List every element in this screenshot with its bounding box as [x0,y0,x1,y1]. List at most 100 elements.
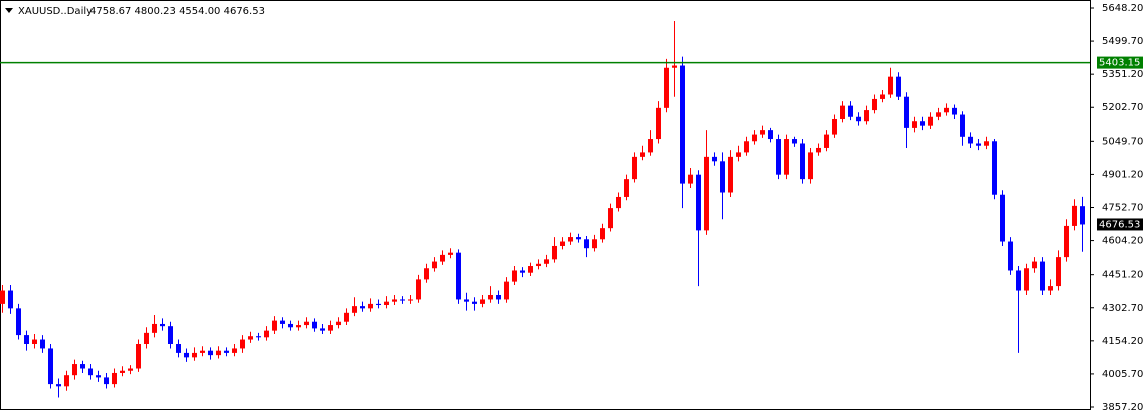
candle-body [888,76,893,95]
last-price-box [1097,218,1143,231]
candle-body [712,156,717,162]
candle-body [864,110,869,122]
candle-body [432,261,437,269]
y-tick-label: 5648.20 [1102,3,1143,14]
candle-body [600,228,605,240]
candle-body [792,139,797,144]
y-tick-label: 3857.20 [1102,402,1143,412]
candle-body [176,343,181,353]
candle-body [384,301,389,306]
candle-body [816,147,821,153]
candle-body [1064,225,1069,258]
candle-body [224,350,229,353]
candle-body [96,375,101,378]
candle-body [424,268,429,280]
candle-body [992,141,997,195]
candle-body [56,384,61,387]
candle-body [112,372,117,385]
candle-body [880,94,885,99]
candle-body [1080,206,1085,225]
candle-body [488,294,493,300]
candle-body [976,143,981,146]
candle-body [1024,268,1029,291]
candle-body [664,67,669,108]
candle-body [568,237,573,242]
candle-body [528,266,533,273]
candle-body [696,174,701,231]
candle-body [104,377,109,385]
candle-body [720,161,725,193]
candle-body [288,323,293,328]
candle-body [312,321,317,329]
candle-body [88,368,93,376]
candle-body [904,96,909,128]
candle-body [24,335,29,344]
candle-body [320,328,325,331]
y-tick-label: 5202.70 [1102,102,1143,113]
last-price-label: 4676.53 [1099,219,1140,230]
candle-body [456,252,461,300]
candle-body [1072,205,1077,226]
candle-body [768,130,773,140]
candle-body [1000,194,1005,242]
candle-body [808,152,813,180]
candle-body [408,299,413,301]
y-tick-label: 4604.20 [1102,236,1143,247]
candle-body [800,143,805,180]
candle-body [304,321,309,326]
candle-body [496,294,501,300]
candle-body [264,330,269,338]
candle-body [232,348,237,353]
candle-body [400,299,405,301]
candle-body [752,134,757,142]
y-tick-label: 4154.20 [1102,336,1143,347]
candle-body [728,156,733,193]
candle-body [536,263,541,267]
candle-body [416,279,421,300]
candle-body [704,156,709,231]
candle-body [184,352,189,358]
candle-body [824,134,829,148]
candle-body [896,76,901,97]
candle-body [560,241,565,246]
chart-subtitle: 4758.67 4800.23 4554.00 4676.53 [90,6,265,17]
candle-body [784,139,789,175]
candle-body [392,299,397,302]
candle-body [120,370,125,373]
candle-body [576,237,581,240]
candle-body [840,105,845,119]
candle-body [928,116,933,126]
level-label-box [1097,56,1143,69]
candle-body [0,290,5,304]
candle-body [80,364,85,369]
candle-body [688,174,693,184]
candle-body [352,306,357,313]
candle-body [464,299,469,302]
candle-body [1056,257,1061,287]
candle-body [912,121,917,128]
candle-body [344,312,349,322]
candle-body [776,139,781,175]
chart-title: XAUUSD..Daily [18,6,92,17]
candle-body [216,350,221,356]
candle-body [152,323,157,333]
candle-body [32,339,37,344]
candle-body [736,152,741,157]
y-tick-label: 5049.70 [1102,136,1143,147]
candle-body [656,107,661,140]
candle-body [360,306,365,309]
candle-body [64,375,69,387]
y-tick-label: 4752.70 [1102,203,1143,214]
candle-body [1016,270,1021,291]
candle-body [328,325,333,331]
candle-body [200,350,205,353]
y-tick-label: 4451.20 [1102,270,1143,281]
y-tick-label: 5499.70 [1102,36,1143,47]
candle-body [680,65,685,184]
candle-body [512,270,517,282]
candle-body [192,352,197,358]
candle-body [8,290,13,309]
level-label: 5403.15 [1099,58,1140,69]
candle-body [872,98,877,111]
